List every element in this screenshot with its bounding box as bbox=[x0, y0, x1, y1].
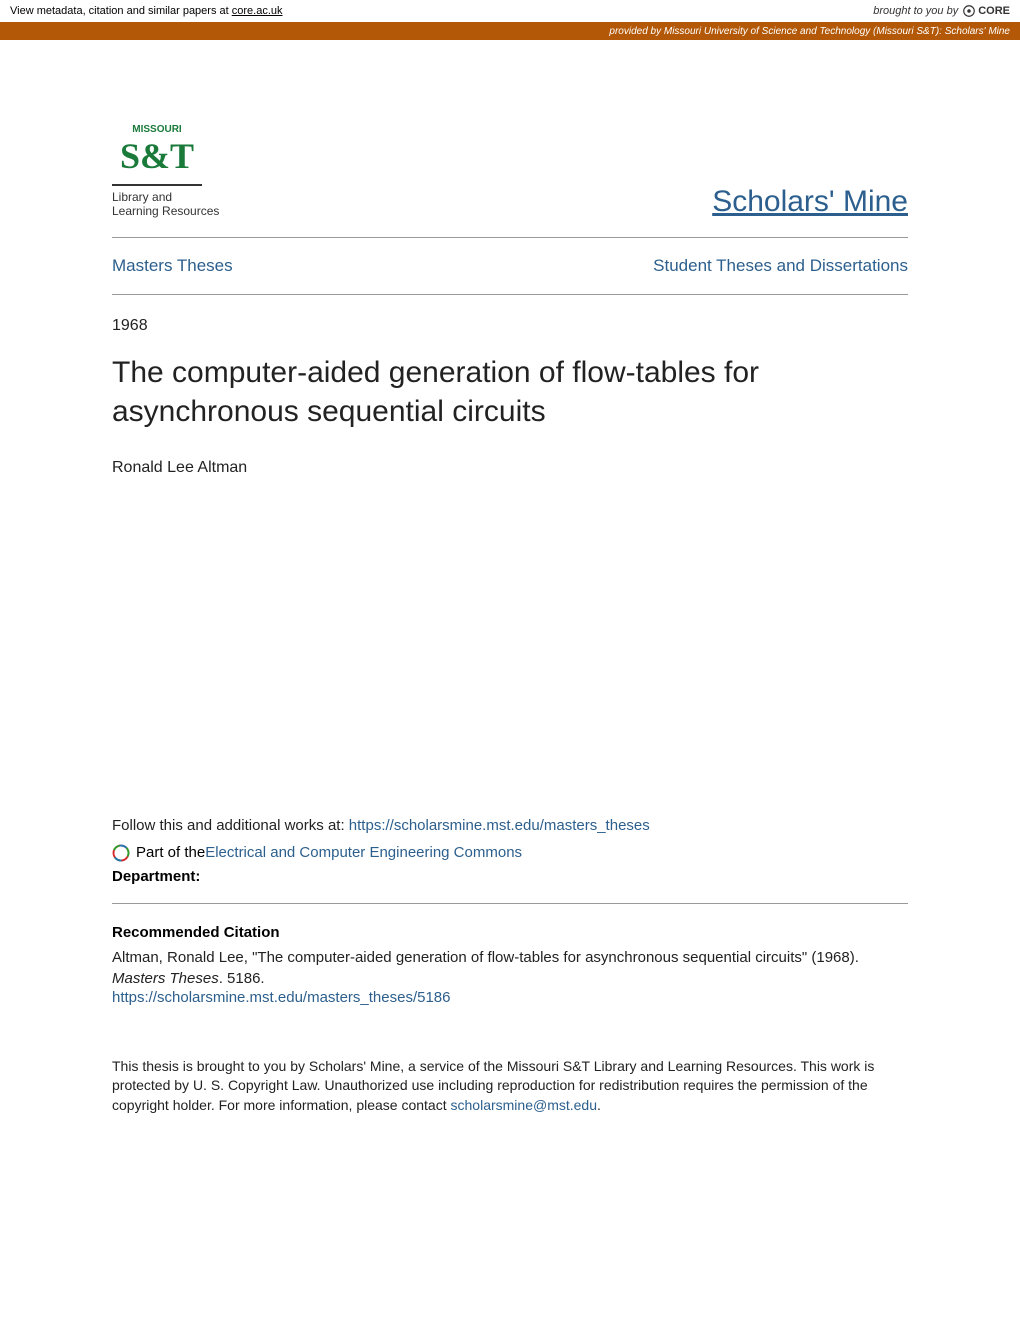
mst-logo-icon: MISSOURI S&T bbox=[112, 120, 202, 180]
svg-text:S&T: S&T bbox=[120, 136, 194, 176]
network-icon bbox=[112, 844, 130, 862]
core-logo: CORE bbox=[962, 4, 1010, 18]
banner-prefix: View metadata, citation and similar pape… bbox=[10, 5, 232, 17]
breadcrumb-row: Masters Theses Student Theses and Disser… bbox=[112, 238, 908, 294]
citation-heading: Recommended Citation bbox=[112, 924, 908, 941]
publication-year: 1968 bbox=[112, 317, 908, 335]
core-label: CORE bbox=[978, 5, 1010, 17]
provider-bar: provided by Missouri University of Scien… bbox=[0, 23, 1020, 40]
cite-part2: . 5186. bbox=[219, 970, 265, 987]
library-line2: Learning Resources bbox=[112, 204, 219, 218]
core-link[interactable]: core.ac.uk bbox=[232, 5, 283, 17]
svg-text:MISSOURI: MISSOURI bbox=[132, 124, 182, 135]
footer-part2: . bbox=[597, 1097, 601, 1113]
follow-prefix: Follow this and additional works at: bbox=[112, 817, 349, 834]
follow-works: Follow this and additional works at: htt… bbox=[112, 817, 908, 834]
metadata-banner: View metadata, citation and similar pape… bbox=[0, 0, 1020, 23]
provided-prefix: provided by bbox=[609, 26, 663, 37]
scholars-mine-link[interactable]: Scholars' Mine bbox=[712, 185, 908, 219]
core-icon bbox=[962, 4, 976, 18]
footer-disclaimer: This thesis is brought to you by Scholar… bbox=[112, 1057, 908, 1116]
student-theses-link[interactable]: Student Theses and Dissertations bbox=[653, 256, 908, 276]
cite-part1: Altman, Ronald Lee, "The computer-aided … bbox=[112, 949, 859, 966]
header-row: MISSOURI S&T Library and Learning Resour… bbox=[112, 120, 908, 219]
library-line1: Library and bbox=[112, 190, 219, 204]
library-text: Library and Learning Resources bbox=[112, 190, 219, 219]
brought-text: brought to you by bbox=[873, 5, 958, 17]
divider-bottom bbox=[112, 294, 908, 295]
citation-body: Altman, Ronald Lee, "The computer-aided … bbox=[112, 947, 908, 989]
cite-italic: Masters Theses bbox=[112, 970, 219, 987]
part-of-row: Part of the Electrical and Computer Engi… bbox=[112, 844, 908, 862]
banner-right: brought to you by CORE bbox=[873, 4, 1010, 18]
divider-citation bbox=[112, 903, 908, 904]
masters-theses-link[interactable]: Masters Theses bbox=[112, 256, 233, 276]
follow-link[interactable]: https://scholarsmine.mst.edu/masters_the… bbox=[349, 817, 650, 834]
footer-email-link[interactable]: scholarsmine@mst.edu bbox=[451, 1097, 598, 1113]
content-wrapper: MISSOURI S&T Library and Learning Resour… bbox=[0, 40, 1020, 1156]
logo-underline bbox=[112, 184, 202, 186]
citation-link[interactable]: https://scholarsmine.mst.edu/masters_the… bbox=[112, 989, 451, 1006]
institution-logo: MISSOURI S&T Library and Learning Resour… bbox=[112, 120, 219, 219]
part-of-text: Part of the bbox=[136, 844, 205, 861]
document-author: Ronald Lee Altman bbox=[112, 459, 908, 477]
banner-left-text: View metadata, citation and similar pape… bbox=[10, 5, 283, 17]
department-label: Department: bbox=[112, 868, 908, 885]
document-title: The computer-aided generation of flow-ta… bbox=[112, 353, 908, 431]
provided-source: Missouri University of Science and Techn… bbox=[664, 26, 1010, 37]
commons-link[interactable]: Electrical and Computer Engineering Comm… bbox=[205, 844, 522, 861]
